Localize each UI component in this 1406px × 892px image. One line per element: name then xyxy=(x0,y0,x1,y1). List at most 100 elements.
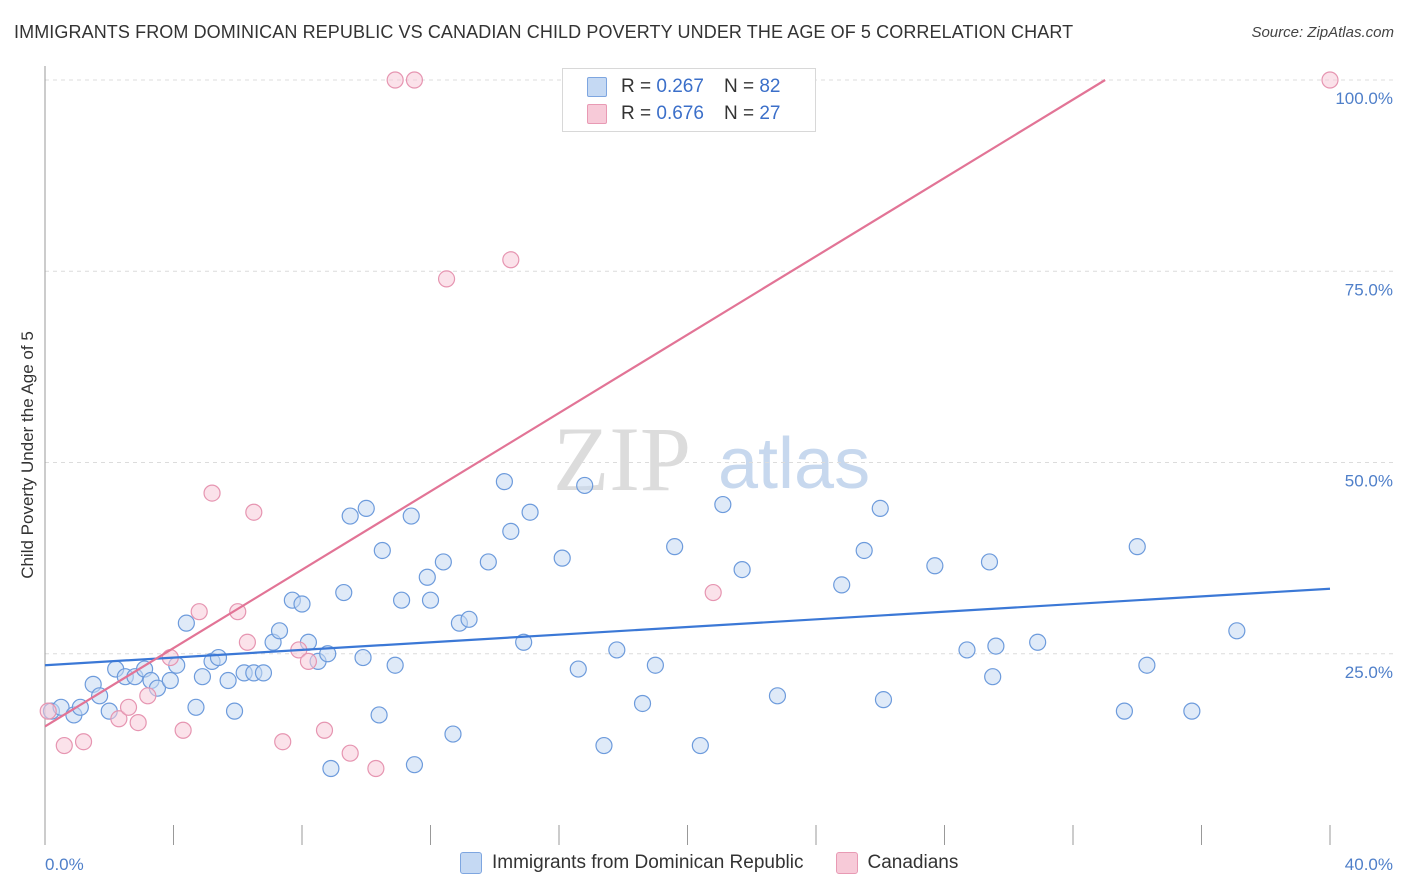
point-dominican-republic xyxy=(219,671,237,690)
point-dominican-republic xyxy=(354,648,372,667)
point-dominican-republic xyxy=(322,759,340,778)
point-dominican-republic xyxy=(161,671,179,690)
point-dominican-republic xyxy=(177,614,195,632)
point-canadians xyxy=(245,503,263,521)
point-dominican-republic xyxy=(370,706,388,724)
legend-n-label: N = xyxy=(723,103,755,124)
point-dominican-republic xyxy=(569,660,587,678)
bottom-legend-label-series1: Immigrants from Dominican Republic xyxy=(492,852,804,873)
point-canadians xyxy=(129,713,147,732)
point-dominican-republic xyxy=(666,538,684,556)
legend: R = 0.267 N = 82 R = 0.676 N = 27 xyxy=(562,68,816,132)
bottom-legend-swatch-pink xyxy=(835,852,858,874)
trend-lines xyxy=(44,79,1331,728)
point-dominican-republic xyxy=(254,664,273,682)
x-tick-label: 0.0% xyxy=(45,855,84,874)
bottom-legend-item-series1: Immigrants from Dominican Republic xyxy=(460,852,804,874)
source-label: Source: ZipAtlas.com xyxy=(1251,24,1394,41)
point-canadians xyxy=(437,270,456,288)
point-dominican-republic xyxy=(874,691,893,709)
trend-line-dominican-republic xyxy=(44,587,1331,667)
point-dominican-republic xyxy=(595,736,613,755)
point-dominican-republic xyxy=(691,736,709,755)
point-dominican-republic xyxy=(733,560,751,579)
point-dominican-republic xyxy=(421,591,440,609)
point-dominican-republic xyxy=(402,507,420,525)
point-canadians xyxy=(299,652,318,671)
point-dominican-republic xyxy=(341,507,359,525)
point-dominican-republic xyxy=(405,756,424,774)
point-dominican-republic xyxy=(553,549,571,567)
point-dominican-republic xyxy=(1029,633,1047,651)
point-canadians xyxy=(704,583,722,602)
point-dominican-republic xyxy=(521,503,539,521)
legend-r-value: 0.267 xyxy=(656,76,704,97)
point-dominican-republic xyxy=(187,698,205,716)
y-tick-label: 100.0% xyxy=(1335,89,1393,108)
legend-n-label: N = xyxy=(723,76,755,97)
watermark-zip: ZIP xyxy=(553,408,691,510)
point-dominican-republic xyxy=(1183,702,1201,720)
point-dominican-republic xyxy=(460,610,478,628)
point-dominican-republic xyxy=(984,668,1002,686)
point-dominican-republic xyxy=(714,495,732,514)
point-dominican-republic xyxy=(1228,622,1246,640)
point-canadians xyxy=(502,251,520,269)
point-dominican-republic xyxy=(871,499,889,517)
point-dominican-republic xyxy=(193,668,212,686)
point-dominican-republic xyxy=(373,541,391,560)
bottom-legend-label-series2: Canadians xyxy=(867,852,959,873)
x-tick-label: 40.0% xyxy=(1345,855,1393,874)
point-dominican-republic xyxy=(633,694,652,713)
point-dominican-republic xyxy=(1138,656,1156,674)
point-dominican-republic xyxy=(386,656,404,674)
watermark: ZIP atlas xyxy=(553,408,870,510)
point-dominican-republic xyxy=(833,576,851,594)
point-dominican-republic xyxy=(392,591,411,609)
point-canadians xyxy=(1321,71,1339,89)
point-dominican-republic xyxy=(335,583,353,602)
legend-n-value: 82 xyxy=(759,76,781,97)
legend-r-label: R = xyxy=(621,103,652,124)
bottom-legend-item-series2: Canadians xyxy=(835,852,959,874)
legend-row-series1: R = 0.267 N = 82 xyxy=(587,75,780,99)
point-dominican-republic xyxy=(293,595,311,613)
point-dominican-republic xyxy=(926,557,944,575)
watermark-atlas: atlas xyxy=(718,424,870,504)
point-canadians xyxy=(119,698,138,716)
grid xyxy=(45,79,1395,655)
point-dominican-republic xyxy=(434,553,452,571)
point-canadians xyxy=(110,710,128,728)
point-dominican-republic xyxy=(608,641,626,659)
point-dominican-republic xyxy=(479,553,497,571)
bottom-legend: Immigrants from Dominican Republic Canad… xyxy=(460,852,990,874)
y-tick-label: 25.0% xyxy=(1345,663,1393,682)
point-dominican-republic xyxy=(209,648,228,667)
legend-swatch-pink xyxy=(587,104,607,124)
point-canadians xyxy=(174,721,192,739)
point-dominican-republic xyxy=(768,687,787,705)
tick-labels: 25.0% 50.0% 75.0% 100.0% 0.0% 40.0% xyxy=(45,89,1393,874)
point-dominican-republic xyxy=(646,656,664,674)
legend-swatch-blue xyxy=(587,77,607,97)
legend-r-value: 0.676 xyxy=(656,103,704,124)
point-dominican-republic xyxy=(357,499,375,517)
bottom-legend-swatch-blue xyxy=(460,852,482,874)
point-dominican-republic xyxy=(1115,702,1134,720)
point-canadians xyxy=(315,721,334,739)
legend-r-label: R = xyxy=(621,76,652,97)
point-dominican-republic xyxy=(444,725,462,743)
point-canadians xyxy=(405,71,424,89)
point-canadians xyxy=(203,484,221,502)
point-canadians xyxy=(190,603,208,621)
point-dominican-republic xyxy=(855,541,873,560)
point-dominican-republic xyxy=(987,637,1005,655)
point-dominican-republic xyxy=(515,633,533,651)
point-dominican-republic xyxy=(225,702,244,720)
point-dominican-republic xyxy=(1128,538,1146,556)
point-canadians xyxy=(55,736,73,755)
point-canadians xyxy=(386,71,404,89)
point-canadians xyxy=(238,633,256,651)
point-dominican-republic xyxy=(418,568,436,586)
